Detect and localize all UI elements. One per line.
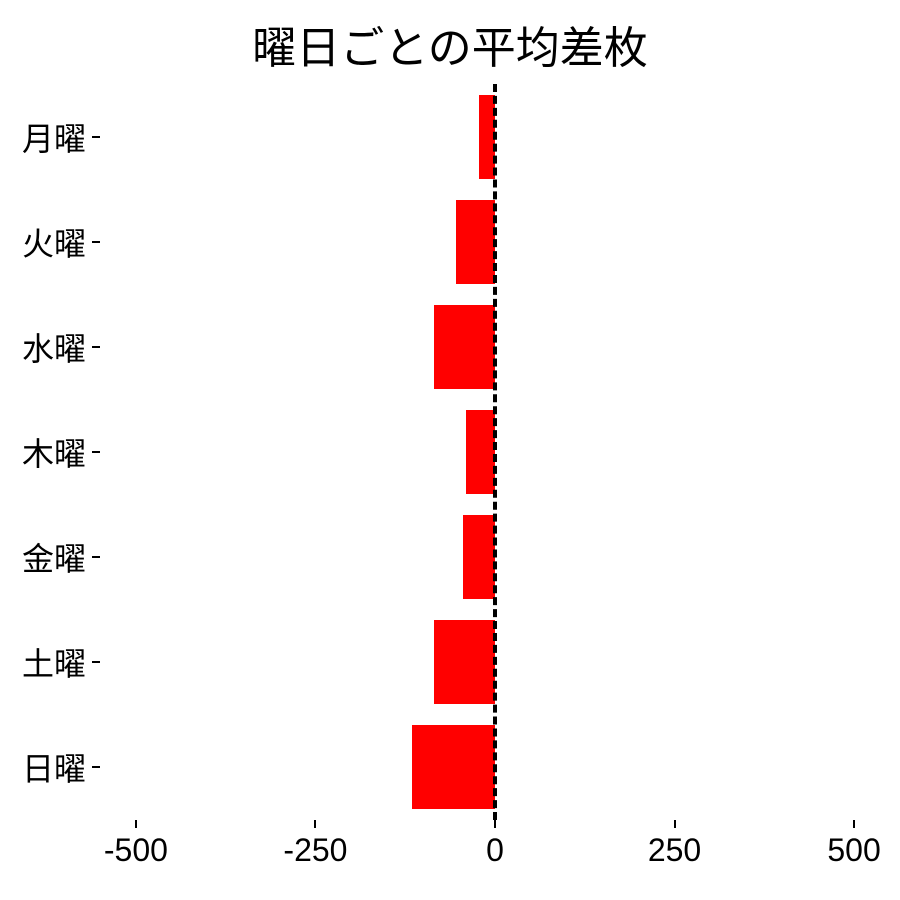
x-axis-label: -250 — [283, 832, 347, 869]
y-tick — [92, 136, 100, 138]
y-tick — [92, 346, 100, 348]
y-tick — [92, 661, 100, 663]
y-tick — [92, 451, 100, 453]
bar — [466, 410, 495, 494]
y-tick — [92, 766, 100, 768]
bar — [412, 725, 495, 809]
x-tick — [853, 820, 855, 828]
bar — [456, 200, 496, 284]
x-tick — [494, 820, 496, 828]
chart-container: 曜日ごとの平均差枚 月曜火曜水曜木曜金曜土曜日曜 -500 -250 0 250 500 — [0, 0, 900, 900]
x-axis-label: 500 — [827, 832, 880, 869]
y-axis-label: 水曜 — [22, 324, 86, 370]
plot-area — [100, 84, 890, 820]
x-tick — [314, 820, 316, 828]
zero-line — [493, 84, 497, 820]
bar — [434, 305, 495, 389]
y-axis-label: 日曜 — [22, 744, 86, 790]
bar — [463, 515, 495, 599]
x-axis-label: 250 — [648, 832, 701, 869]
x-tick — [674, 820, 676, 828]
x-axis-label: 0 — [486, 832, 504, 869]
y-axis-label: 火曜 — [22, 219, 86, 265]
chart-title: 曜日ごとの平均差枚 — [0, 12, 900, 76]
y-axis-label: 木曜 — [22, 429, 86, 475]
x-axis-label: -500 — [104, 832, 168, 869]
y-tick — [92, 556, 100, 558]
bar — [434, 620, 495, 704]
y-axis-label: 月曜 — [22, 114, 86, 160]
y-axis-label: 土曜 — [22, 639, 86, 685]
x-tick — [135, 820, 137, 828]
y-tick — [92, 241, 100, 243]
y-axis-label: 金曜 — [22, 534, 86, 580]
